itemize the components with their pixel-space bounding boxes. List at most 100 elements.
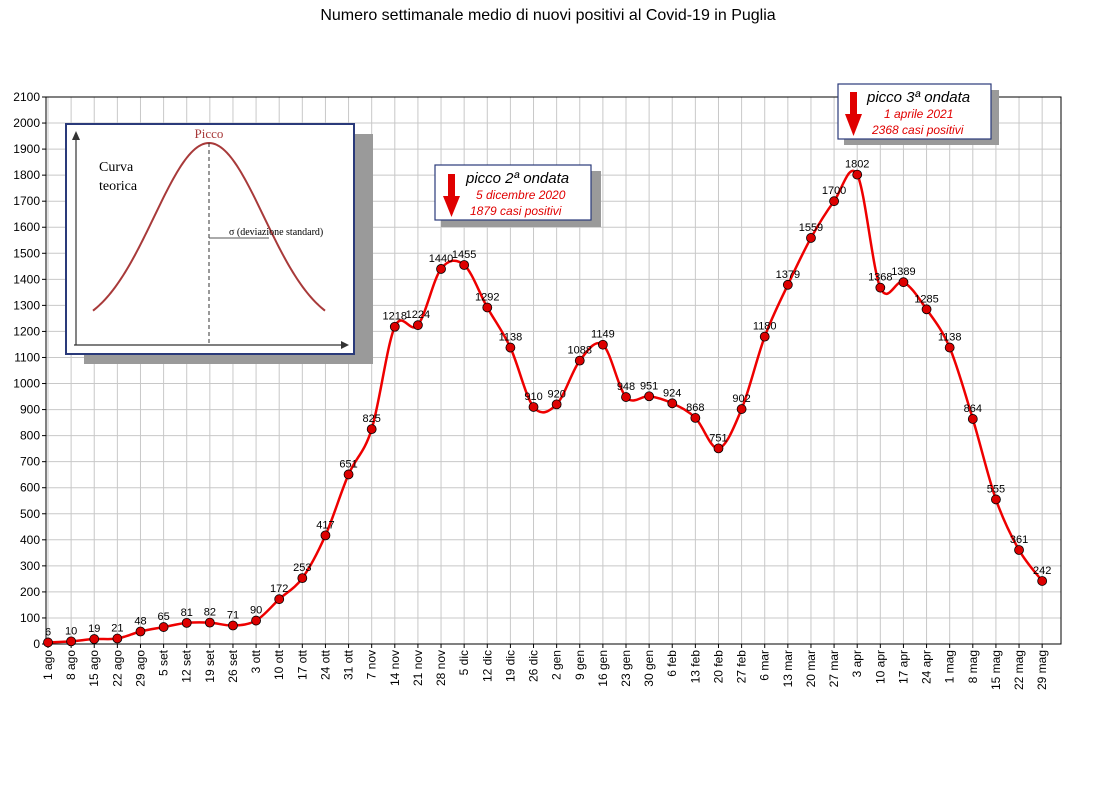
data-label: 21 [111, 623, 123, 635]
y-tick-label: 100 [20, 611, 40, 625]
data-label: 1292 [475, 291, 499, 303]
inset-y-arrow [72, 131, 80, 140]
y-tick-label: 900 [20, 403, 40, 417]
data-point [967, 414, 978, 424]
data-label: 81 [181, 607, 193, 619]
x-tick-label: 6 mar [758, 650, 772, 681]
data-point [597, 339, 608, 350]
y-tick-label: 1400 [13, 272, 40, 286]
data-point [806, 233, 816, 243]
data-point [204, 617, 215, 628]
data-point [1037, 576, 1048, 586]
data-point [852, 169, 863, 180]
x-tick-label: 5 set [157, 649, 171, 676]
data-point [43, 637, 53, 648]
data-point [89, 634, 100, 644]
y-tick-label: 1500 [13, 246, 40, 260]
x-tick-label: 15 ago [87, 650, 101, 687]
inset-theoretical-curve: Picco Curva teorica σ (deviazione standa… [65, 123, 373, 364]
data-label: 825 [363, 413, 381, 425]
x-tick-label: 17 ott [295, 649, 309, 680]
x-tick-label: 1 ago [41, 650, 55, 680]
data-label: 868 [686, 402, 704, 414]
x-tick-label: 5 dic [457, 650, 471, 675]
y-tick-label: 500 [20, 507, 40, 521]
data-label: 1440 [429, 253, 453, 265]
x-axis: 1 ago 8 ago 15 ago 22 ago 29 ago 5 set 12 set 1… [41, 644, 1049, 690]
data-point [482, 302, 493, 313]
data-point [921, 304, 932, 315]
x-tick-label: 14 nov [388, 650, 402, 686]
annotation-title: picco 2ª ondata [465, 170, 569, 187]
x-tick-label: 16 gen [596, 650, 610, 687]
y-tick-label: 700 [20, 455, 40, 469]
y-tick-label: 300 [20, 559, 40, 573]
data-point [181, 618, 192, 628]
x-tick-label: 17 apr [896, 650, 910, 684]
annotation-date: 1 aprile 2021 [884, 107, 953, 121]
x-tick-label: 12 dic [480, 650, 494, 682]
data-point [459, 260, 470, 270]
inset-sigma-label: σ (deviazione standard) [229, 227, 323, 238]
x-tick-label: 26 dic [527, 650, 541, 682]
y-tick-label: 1200 [13, 324, 40, 338]
data-point [713, 443, 724, 454]
data-label: 253 [293, 562, 311, 574]
data-label: 65 [157, 611, 169, 623]
data-point [991, 494, 1001, 505]
data-label: 948 [617, 381, 635, 393]
y-tick-label: 200 [20, 585, 40, 599]
arrow-down-icon-head [845, 114, 862, 136]
data-label: 242 [1033, 565, 1051, 577]
data-label: 910 [524, 391, 542, 403]
inset-frame [65, 123, 355, 355]
plot-frame [45, 96, 1062, 645]
annotation-frame [837, 83, 992, 140]
x-tick-label: 22 mag [1012, 650, 1026, 690]
inset-curve-label-1: Curva [99, 160, 134, 175]
data-point [66, 636, 77, 647]
annotation-cases: 2368 casi positivi [871, 123, 964, 137]
data-label: 555 [987, 483, 1005, 495]
data-label: 172 [270, 583, 288, 595]
data-label: 19 [88, 623, 100, 635]
data-point [551, 399, 562, 410]
data-point [413, 320, 423, 331]
data-label: 902 [732, 393, 750, 405]
data-point [574, 355, 585, 366]
annotation-title: picco 3ª ondata [866, 89, 970, 106]
arrow-down-icon [448, 174, 455, 196]
x-tick-label: 21 nov [411, 650, 425, 686]
data-point [366, 424, 377, 435]
data-point [1014, 545, 1024, 555]
data-point [320, 530, 331, 541]
annotation-third-wave: picco 3ª ondata 1 aprile 2021 2368 casi … [837, 83, 999, 145]
x-tick-label: 9 gen [573, 650, 587, 680]
data-point [505, 342, 516, 353]
x-tick-label: 13 feb [688, 650, 702, 684]
x-tick-label: 23 gen [619, 650, 633, 687]
data-label: 361 [1010, 534, 1028, 546]
y-tick-label: 800 [20, 429, 40, 443]
chart-title: Numero settimanale medio di nuovi positi… [320, 7, 775, 24]
data-label: 417 [316, 519, 334, 531]
x-tick-label: 30 gen [642, 650, 656, 687]
x-tick-label: 19 dic [503, 650, 517, 682]
x-tick-label: 29 mag [1035, 650, 1049, 690]
data-point [782, 279, 793, 290]
x-tick-label: 26 set [226, 649, 240, 682]
data-point [343, 469, 354, 480]
series-markers [43, 169, 1048, 648]
x-tick-label: 31 ott [342, 649, 356, 680]
data-label: 6 [45, 626, 51, 638]
y-tick-label: 600 [20, 481, 40, 495]
arrow-down-icon [850, 92, 857, 114]
x-tick-label: 29 ago [133, 650, 147, 687]
x-tick-label: 2 gen [550, 650, 564, 680]
data-point [297, 573, 308, 583]
x-tick-label: 24 apr [920, 650, 934, 684]
x-tick-label: 10 ott [272, 649, 286, 680]
data-label: 1149 [591, 329, 615, 341]
inset-x-arrow [341, 341, 349, 349]
